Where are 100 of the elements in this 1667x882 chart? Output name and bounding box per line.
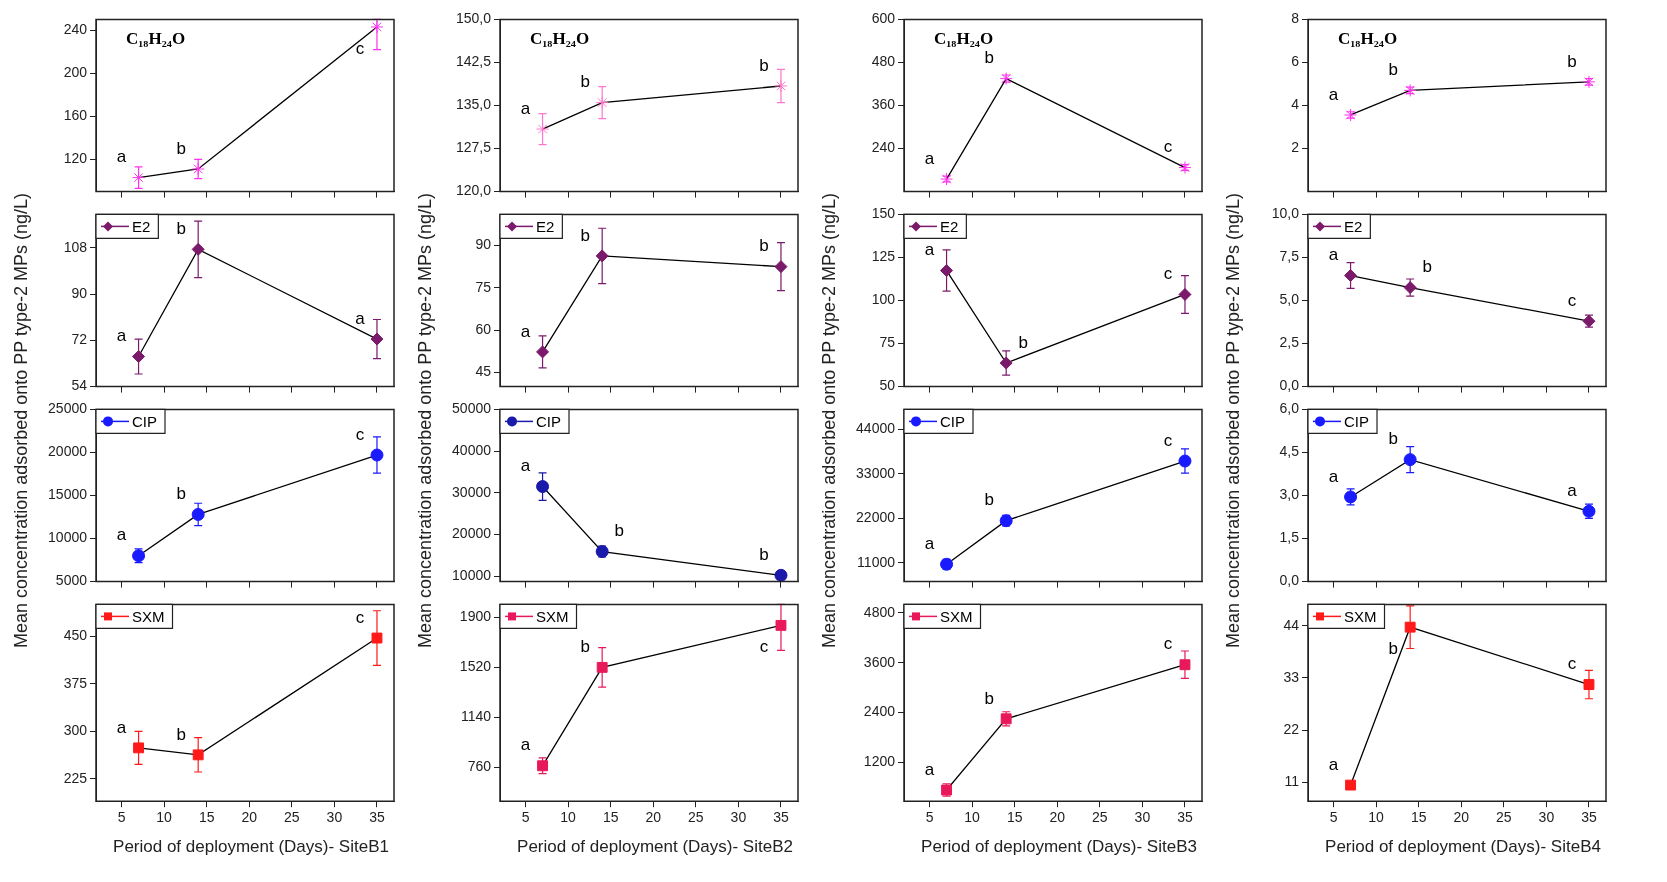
y-tick-label: 44000 (856, 420, 896, 437)
data-label: b (1018, 332, 1028, 352)
legend-label: SXM (536, 607, 569, 625)
data-label: b (759, 236, 769, 256)
x-tick-label: 35 (1177, 809, 1193, 826)
data-label: b (984, 48, 994, 68)
y-tick-label: 22000 (856, 509, 896, 526)
data-label: a (520, 98, 531, 118)
point (536, 122, 550, 136)
y-tick-label: 600 (871, 10, 896, 27)
x-tick-label: 5 (117, 809, 126, 826)
y-tick-label: 15000 (48, 486, 88, 503)
legend-label: SXM (940, 607, 973, 625)
y-tick-label: 2400 (863, 703, 896, 720)
x-axis-title: Period of deployment (Days)- SiteB2 (516, 837, 794, 857)
y-tick-label: 200 (63, 64, 88, 81)
x-axis-title: Period of deployment (Days)- SiteB4 (1324, 837, 1602, 857)
y-tick-label: 5000 (55, 572, 88, 589)
x-tick-label: 25 (1496, 809, 1512, 826)
y-tick-label: 22 (1283, 720, 1300, 737)
y-tick-label: 160 (63, 107, 88, 124)
text: C₁₈H₂₄O (126, 28, 186, 48)
y-tick-label: 225 (63, 769, 88, 786)
point (192, 749, 204, 761)
point (1345, 779, 1357, 791)
point (775, 619, 787, 631)
y-tick-label: 4,5 (1279, 443, 1300, 460)
point (774, 260, 788, 274)
y-axis-title: Mean concentration adsorbed onto PP type-2 MPs (ng/L) (414, 193, 436, 648)
point (536, 480, 550, 494)
y-tick-label: 480 (871, 53, 896, 70)
text: C₁₈H₂₄O (934, 28, 994, 48)
y-tick-label: 33000 (856, 464, 896, 481)
legend-label: SXM (132, 607, 165, 625)
x-tick-label: 15 (602, 809, 619, 826)
point (940, 264, 954, 278)
point (999, 356, 1013, 370)
point (595, 249, 609, 263)
y-tick-label: 450 (63, 627, 88, 643)
y-tick-label: 90 (71, 284, 88, 301)
y-tick-label: 120 (63, 150, 88, 167)
y-axis-title: Mean concentration adsorbed onto PP type-2 MPs (ng/L) (1222, 193, 1244, 648)
data-label: a (1328, 754, 1339, 774)
data-label: b (1388, 429, 1398, 449)
x-tick-label: 20 (1049, 809, 1066, 826)
data-label: a (116, 717, 127, 737)
y-tick-label: 760 (467, 757, 492, 774)
text: C₁₈H₂₄O (1338, 28, 1398, 48)
y-tick-label: 50 (879, 377, 896, 394)
y-tick-label: 5,0 (1279, 291, 1300, 308)
x-tick-label: 30 (730, 809, 747, 826)
data-label: b (176, 724, 186, 744)
data-label: a (520, 735, 531, 755)
data-label: b (759, 55, 769, 75)
point (1179, 659, 1191, 671)
y-tick-label: 142,5 (455, 53, 492, 70)
point (371, 632, 383, 644)
x-axis-title: Period of deployment (Days)- SiteB3 (920, 837, 1198, 857)
point (595, 96, 609, 110)
legend-label: CIP (940, 412, 966, 430)
y-tick-label: 20000 (452, 525, 492, 542)
x-tick-label: 15 (1006, 809, 1023, 826)
y-tick-label: 1520 (459, 658, 492, 675)
y-tick-label: 44 (1283, 616, 1300, 633)
y-tick-label: 20000 (48, 443, 88, 460)
y-tick-label: 2,5 (1279, 334, 1300, 351)
y-tick-label: 3600 (863, 653, 896, 670)
x-tick-label: 25 (688, 809, 704, 826)
data-label: b (580, 225, 590, 245)
data-label: a (355, 308, 366, 328)
data-label: c (1163, 264, 1173, 284)
y-tick-label: 150 (871, 205, 896, 222)
point (370, 20, 384, 34)
data-label: a (924, 759, 935, 779)
legend-label: CIP (1344, 412, 1370, 430)
y-tick-label: 30000 (452, 483, 492, 500)
y-tick-label: 125 (871, 248, 896, 265)
data-label: c (1163, 137, 1173, 157)
data-label: b (1567, 51, 1577, 71)
legend-label: E2 (940, 217, 959, 235)
legend-label: CIP (536, 412, 562, 430)
data-label: a (1328, 245, 1339, 265)
y-tick-label: 300 (63, 722, 88, 739)
y-tick-label: 0,0 (1279, 377, 1300, 394)
data-label: b (759, 545, 769, 565)
y-tick-label: 120,0 (455, 182, 492, 199)
data-label: b (1388, 60, 1398, 80)
y-tick-label: 150,0 (455, 10, 492, 27)
legend-label: E2 (1344, 217, 1363, 235)
y-tick-label: 1,5 (1279, 529, 1300, 546)
x-tick-label: 30 (1134, 809, 1151, 826)
y-tick-label: 108 (63, 238, 88, 255)
point (132, 350, 146, 364)
point (774, 79, 788, 93)
point (596, 661, 608, 673)
y-tick-label: 1140 (460, 708, 492, 725)
point (370, 332, 384, 346)
data-label: b (984, 490, 994, 510)
y-tick-label: 7,5 (1279, 248, 1300, 265)
point (536, 345, 550, 359)
